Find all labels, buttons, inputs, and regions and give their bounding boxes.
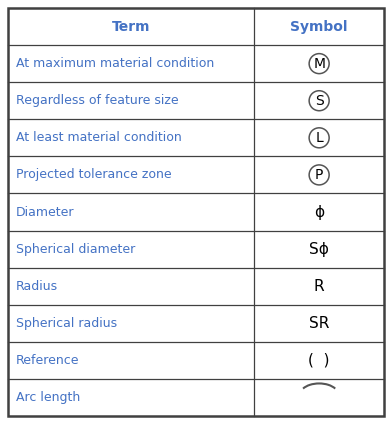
Text: Spherical radius: Spherical radius bbox=[16, 317, 117, 330]
Text: L: L bbox=[315, 131, 323, 145]
Text: Regardless of feature size: Regardless of feature size bbox=[16, 94, 179, 107]
Text: Projected tolerance zone: Projected tolerance zone bbox=[16, 168, 172, 181]
Text: P: P bbox=[315, 168, 323, 182]
Text: Radius: Radius bbox=[16, 280, 58, 293]
Text: Spherical diameter: Spherical diameter bbox=[16, 243, 135, 256]
Text: SR: SR bbox=[309, 316, 329, 331]
Text: Sϕ: Sϕ bbox=[309, 242, 329, 257]
Text: Diameter: Diameter bbox=[16, 206, 74, 218]
Text: (  ): ( ) bbox=[309, 353, 330, 368]
Text: M: M bbox=[313, 57, 325, 71]
Text: Arc length: Arc length bbox=[16, 391, 80, 404]
Text: Symbol: Symbol bbox=[290, 20, 348, 33]
Text: At maximum material condition: At maximum material condition bbox=[16, 57, 214, 70]
Text: Reference: Reference bbox=[16, 354, 80, 367]
Text: R: R bbox=[314, 279, 325, 294]
Text: At least material condition: At least material condition bbox=[16, 131, 182, 144]
Text: S: S bbox=[315, 94, 323, 108]
Text: ϕ: ϕ bbox=[314, 204, 324, 220]
Text: Term: Term bbox=[112, 20, 151, 33]
